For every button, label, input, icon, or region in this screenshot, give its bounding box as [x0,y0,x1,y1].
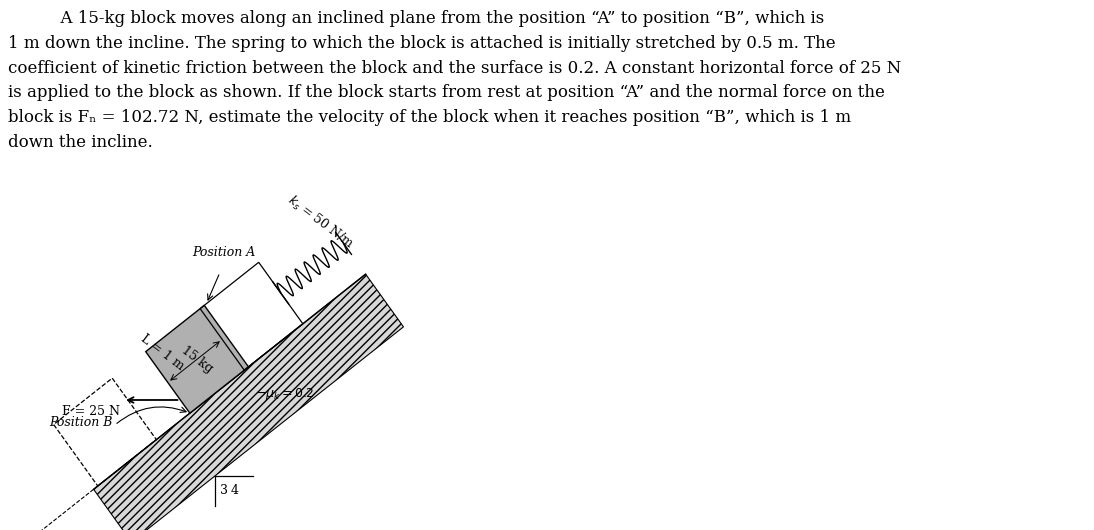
Text: Position B: Position B [49,416,113,429]
Polygon shape [94,274,404,530]
Polygon shape [146,305,248,413]
Text: L = 1 m: L = 1 m [138,332,187,373]
Text: $-\mu_k = 0.2$: $-\mu_k = 0.2$ [255,385,314,402]
Text: 15 kg: 15 kg [179,343,216,375]
Text: F = 25 N: F = 25 N [62,405,120,418]
Text: 3: 3 [220,484,228,497]
Text: 4: 4 [230,484,238,497]
Text: A 15-kg block moves along an inclined plane from the position “A” to position “B: A 15-kg block moves along an inclined pl… [8,10,900,151]
Text: Position A: Position A [193,246,256,259]
Text: $k_s$ = 50 N/m: $k_s$ = 50 N/m [284,192,357,252]
